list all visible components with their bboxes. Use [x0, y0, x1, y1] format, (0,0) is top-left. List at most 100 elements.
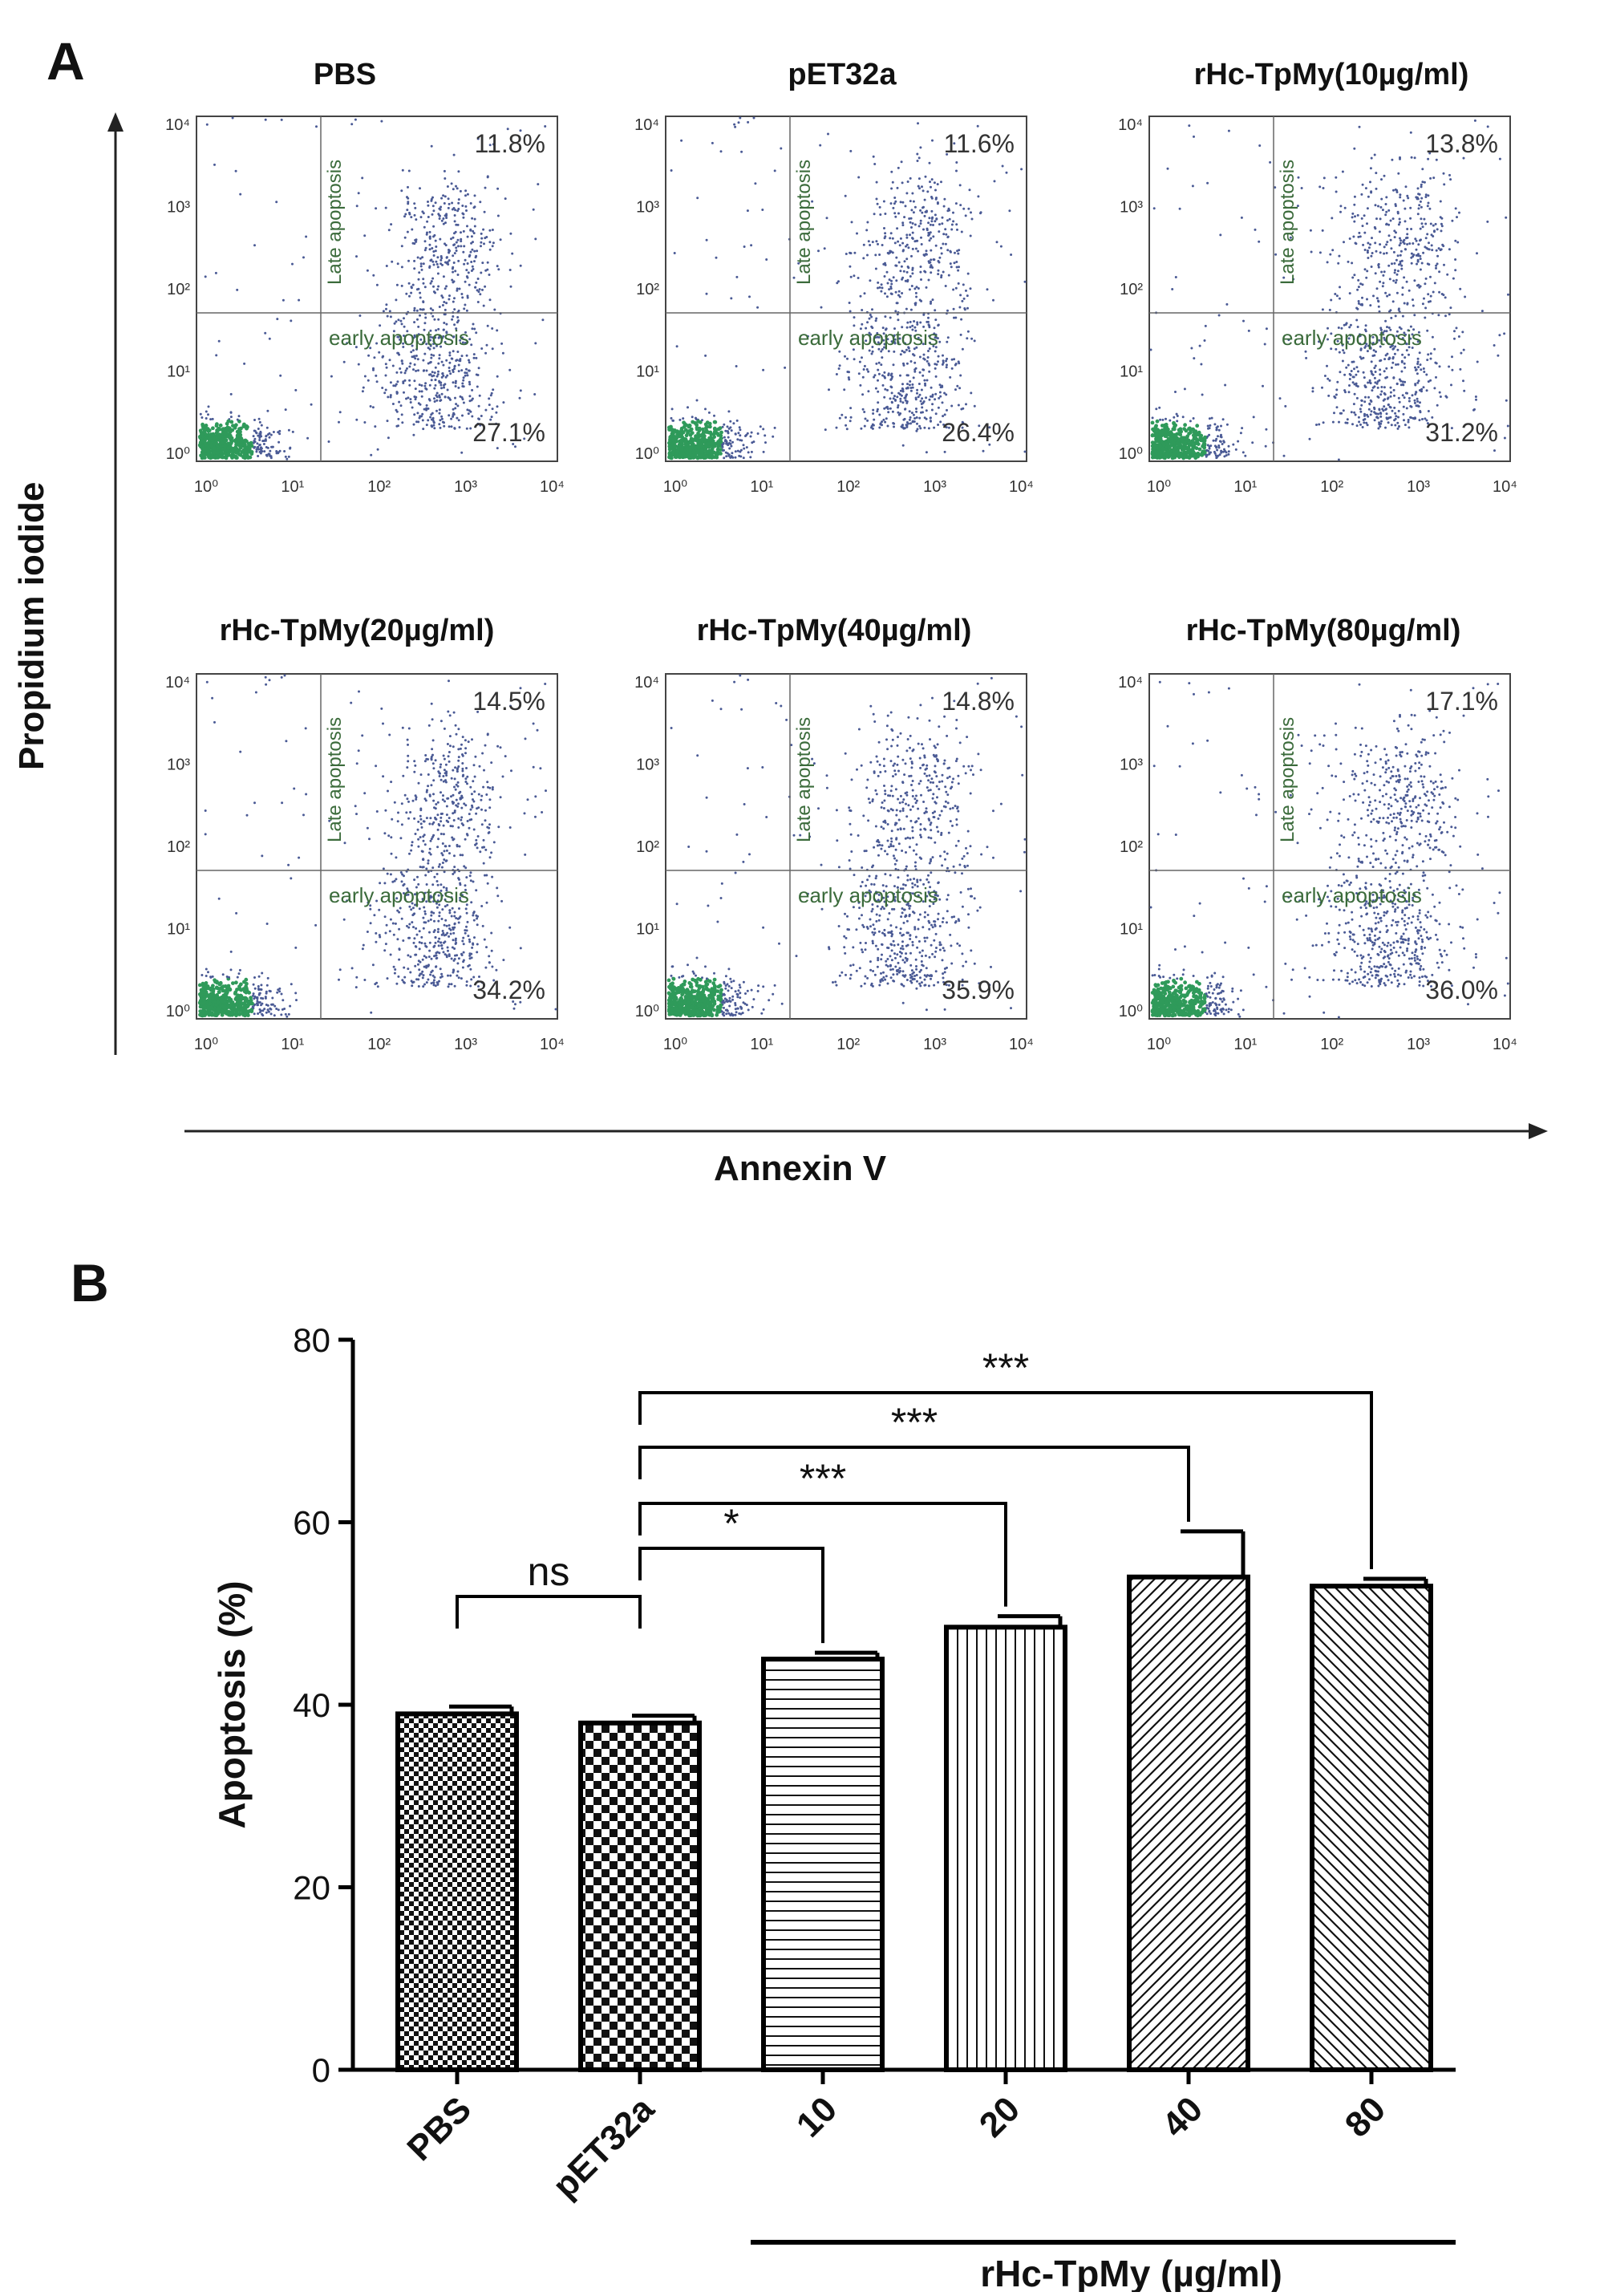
y-tick-label: 10¹	[1120, 363, 1143, 381]
plot-frame	[196, 674, 557, 1019]
early-apoptosis-label: early apoptosis	[329, 326, 469, 350]
late-apoptosis-label: Late apoptosis	[793, 160, 815, 285]
y-tick-label: 10⁰	[635, 1003, 659, 1020]
y-tick-label: 10³	[167, 199, 190, 217]
significance-label: ***	[891, 1400, 938, 1445]
plot-frame	[1149, 674, 1510, 1019]
y-tick-label: 80	[293, 1321, 330, 1359]
early-apoptosis-percent: 26.4%	[942, 418, 1015, 447]
plot-title: PBS	[136, 58, 553, 92]
early-apoptosis-label: early apoptosis	[1282, 326, 1422, 350]
x-tick-label: 10³	[923, 478, 946, 493]
early-apoptosis-label: early apoptosis	[329, 883, 469, 907]
x-category-label: 40	[1155, 2089, 1210, 2144]
early-apoptosis-percent: 31.2%	[1425, 418, 1498, 447]
y-axis-label: Apoptosis (%)	[211, 1580, 253, 1828]
x-tick-label: 10³	[454, 1036, 477, 1051]
x-tick-label: 10²	[1320, 1036, 1343, 1051]
x-tick-label: 10⁴	[1493, 1036, 1517, 1051]
late-apoptosis-label: Late apoptosis	[1277, 717, 1298, 842]
x-tick-label: 10⁴	[540, 478, 565, 493]
x-tick-label: 10²	[836, 478, 860, 493]
significance-label: ***	[800, 1456, 846, 1501]
early-apoptosis-label: early apoptosis	[1282, 883, 1422, 907]
x-category-label: pET32a	[545, 2089, 662, 2206]
y-tick-label: 10⁴	[634, 674, 659, 692]
late-apoptosis-percent: 14.5%	[472, 687, 545, 716]
y-tick-label: 10⁰	[1119, 1003, 1143, 1020]
plot-title: pET32a	[634, 58, 1051, 92]
y-tick-label: 0	[312, 2051, 330, 2089]
y-tick-label: 10⁰	[166, 1003, 190, 1020]
x-category-label: 80	[1338, 2089, 1393, 2144]
early-apoptosis-percent: 36.0%	[1425, 976, 1498, 1004]
early-apoptosis-percent: 35.9%	[942, 976, 1015, 1004]
late-apoptosis-label: Late apoptosis	[324, 717, 346, 842]
x-tick-label: 10³	[454, 478, 477, 493]
group-label: rHc-TpMy (µg/ml)	[980, 2253, 1282, 2292]
x-tick-label: 10⁰	[1147, 478, 1171, 493]
significance-label: *	[723, 1501, 739, 1546]
y-axis-label-propidium-iodide: Propidium iodide	[12, 482, 52, 770]
x-tick-label: 10⁰	[663, 478, 687, 493]
x-tick-label: 10¹	[750, 1036, 773, 1051]
plot-title: rHc-TpMy(80µg/ml)	[1115, 614, 1532, 648]
bar-10	[764, 1659, 882, 2070]
bar-PBS	[398, 1714, 516, 2070]
y-tick-label: 10⁴	[165, 674, 190, 692]
y-tick-label: 10⁴	[1118, 116, 1143, 134]
x-tick-label: 10¹	[1233, 478, 1257, 493]
panel-a-letter: A	[47, 30, 85, 91]
y-tick-label: 10¹	[167, 921, 190, 939]
y-tick-label: 10²	[636, 281, 659, 298]
y-tick-label: 10³	[167, 757, 190, 774]
x-tick-label: 10³	[923, 1036, 946, 1051]
x-tick-label: 10⁰	[194, 478, 218, 493]
y-tick-label: 10³	[1120, 199, 1143, 217]
plot-frame	[196, 116, 557, 461]
late-apoptosis-percent: 11.6%	[944, 129, 1015, 158]
late-apoptosis-percent: 17.1%	[1425, 687, 1498, 716]
x-tick-label: 10⁴	[1009, 478, 1034, 493]
late-apoptosis-label: Late apoptosis	[1277, 160, 1298, 285]
y-axis-arrow	[104, 112, 128, 1059]
plot-title: rHc-TpMy(20µg/ml)	[148, 614, 565, 648]
late-apoptosis-label: Late apoptosis	[324, 160, 346, 285]
x-tick-label: 10²	[1320, 478, 1343, 493]
flow-plot-pet32a: Late apoptosis early apoptosis 11.6% 26.4% 1…	[614, 108, 1039, 493]
x-category-label: PBS	[399, 2089, 479, 2168]
x-category-label: 10	[789, 2089, 845, 2144]
plot-frame	[1149, 116, 1510, 461]
x-tick-label: 10¹	[1233, 1036, 1257, 1051]
y-tick-label: 10¹	[636, 363, 659, 381]
bar-pET32a	[581, 1723, 699, 2070]
x-tick-label: 10⁰	[194, 1036, 218, 1051]
x-axis-arrow	[184, 1119, 1548, 1143]
early-apoptosis-label: early apoptosis	[798, 883, 938, 907]
significance-label: ***	[982, 1345, 1029, 1390]
y-tick-label: 10²	[636, 838, 659, 856]
x-tick-label: 10⁴	[1009, 1036, 1034, 1051]
early-apoptosis-label: early apoptosis	[798, 326, 938, 350]
y-tick-label: 10¹	[167, 363, 190, 381]
early-apoptosis-percent: 27.1%	[472, 418, 545, 447]
x-tick-label: 10¹	[281, 1036, 304, 1051]
y-tick-label: 10¹	[1120, 921, 1143, 939]
x-tick-label: 10¹	[750, 478, 773, 493]
significance-label: ns	[528, 1549, 570, 1594]
bar-80	[1312, 1586, 1431, 2070]
y-tick-label: 10²	[167, 281, 190, 298]
early-apoptosis-percent: 34.2%	[472, 976, 545, 1004]
bar-40	[1129, 1577, 1248, 2070]
y-tick-label: 10⁴	[165, 116, 190, 134]
y-tick-label: 10⁰	[1119, 445, 1143, 463]
flow-plot-20ug: Late apoptosis early apoptosis 14.5% 34.2% 1…	[144, 666, 569, 1051]
significance-bracket	[640, 1548, 823, 1643]
bar-20	[946, 1627, 1065, 2070]
y-tick-label: 10³	[636, 757, 659, 774]
late-apoptosis-label: Late apoptosis	[793, 717, 815, 842]
